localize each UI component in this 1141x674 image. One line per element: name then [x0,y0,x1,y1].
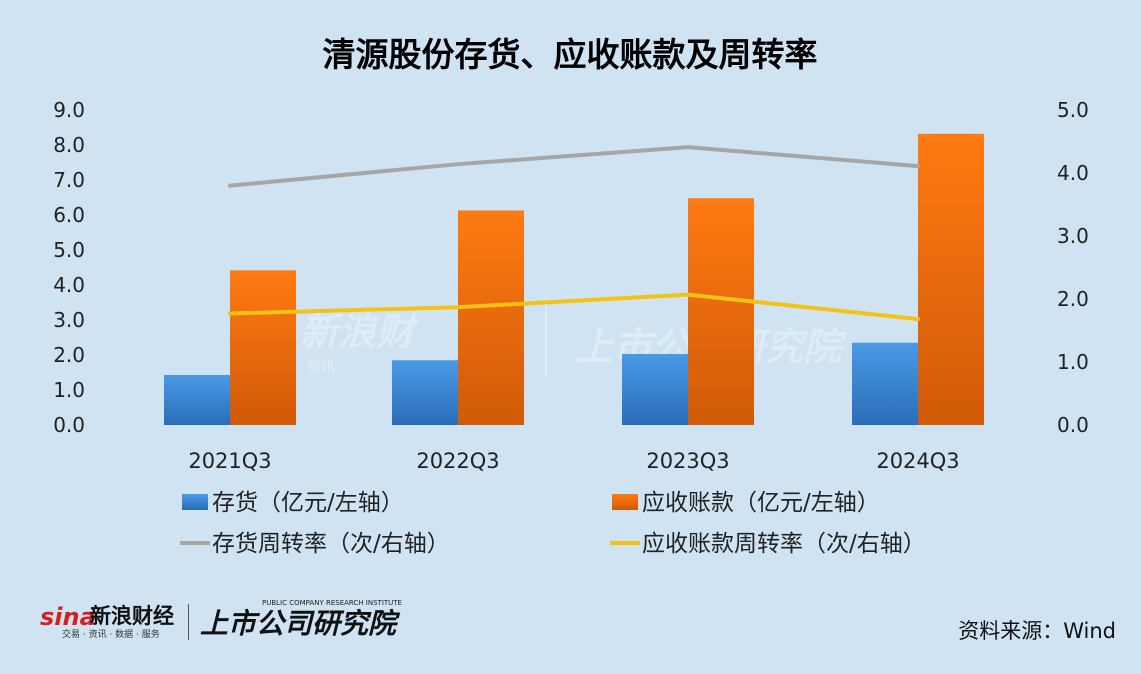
watermark-sub: · 资讯 · [298,360,344,376]
right-tick-label: 2.0 [1057,287,1089,311]
left-tick-label: 5.0 [53,238,85,262]
source-note: 资料来源：Wind [958,619,1116,643]
right-tick-label: 1.0 [1057,350,1089,374]
logo-sina: sina [40,603,96,631]
right-tick-label: 0.0 [1057,413,1089,437]
bar-receivables-2022Q3 [458,210,524,425]
category-labels: 2021Q3 2022Q3 2023Q3 2024Q3 [188,449,959,473]
left-tick-label: 0.0 [53,413,85,437]
legend-swatch [182,494,208,510]
legend-label: 应收账款（亿元/左轴） [642,490,880,516]
bars [164,133,984,426]
left-tick-label: 2.0 [53,343,85,367]
bar-inventory-2021Q3 [164,374,230,425]
left-tick-label: 6.0 [53,203,85,227]
legend-label: 应收账款周转率（次/右轴） [642,531,926,557]
watermark-brand: 新浪财 [300,310,420,354]
left-tick-label: 9.0 [53,98,85,122]
right-tick-label: 3.0 [1057,224,1089,248]
right-tick-label: 5.0 [1057,98,1089,122]
legend-label: 存货（亿元/左轴） [212,490,404,516]
lines [228,145,920,322]
logo-name: 新浪财经 [90,604,174,628]
logo-institute: 上市公司研究院 [200,607,401,640]
line-inventory-turnover [228,145,920,188]
bar-inventory-2022Q3 [392,360,458,425]
line-receivables-turnover [228,292,920,322]
category-label: 2022Q3 [416,449,499,473]
bar-inventory-2023Q3 [622,353,688,425]
logo-institute-en: PUBLIC COMPANY RESEARCH INSTITUTE [262,599,402,607]
right-tick-label: 4.0 [1057,161,1089,185]
left-tick-label: 4.0 [53,273,85,297]
left-tick-label: 7.0 [53,168,85,192]
bar-inventory-2024Q3 [852,342,918,425]
category-label: 2021Q3 [188,449,271,473]
category-label: 2023Q3 [646,449,729,473]
category-label: 2024Q3 [876,449,959,473]
chart-title: 清源股份存货、应收账款及周转率 [323,35,818,74]
left-tick-label: 1.0 [53,378,85,402]
left-axis-ticks: 0.0 1.0 2.0 3.0 4.0 5.0 6.0 7.0 8.0 9.0 [53,98,85,437]
legend-swatch [612,494,638,510]
legend-label: 存货周转率（次/右轴） [212,531,450,557]
bar-receivables-2024Q3 [918,133,984,426]
logo-sub: 交易 · 资讯 · 数据 · 服务 [62,628,160,640]
left-tick-label: 8.0 [53,133,85,157]
logo: sina 新浪财经 交易 · 资讯 · 数据 · 服务 上市公司研究院 PUBL… [40,599,402,640]
left-tick-label: 3.0 [53,308,85,332]
right-axis-ticks: 0.0 1.0 2.0 3.0 4.0 5.0 [1057,98,1089,437]
bar-receivables-2021Q3 [230,270,296,425]
legend: 存货（亿元/左轴） 应收账款（亿元/左轴） 存货周转率（次/右轴） 应收账款周转率（次… [180,490,926,557]
bar-receivables-2023Q3 [688,198,754,425]
